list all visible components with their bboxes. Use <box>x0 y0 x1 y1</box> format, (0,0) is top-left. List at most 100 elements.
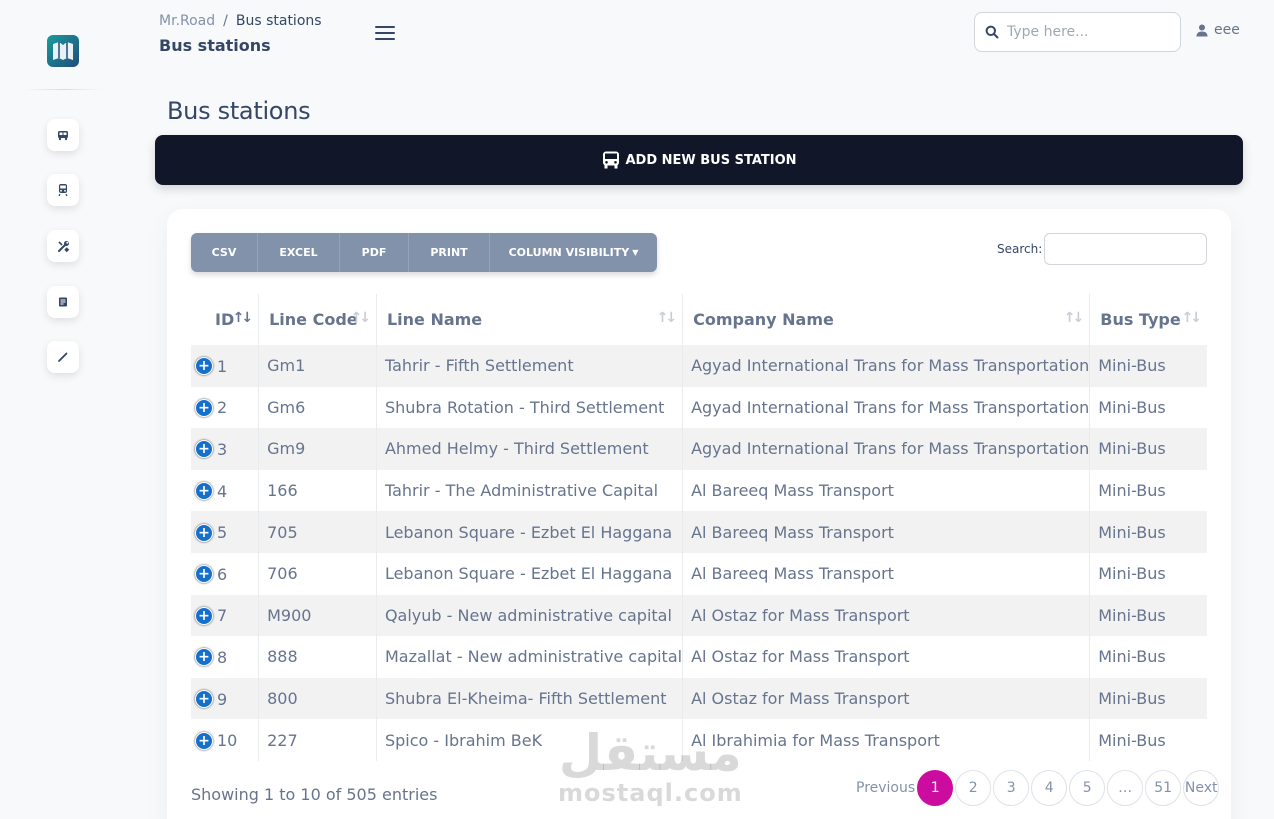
expand-row-icon[interactable]: + <box>195 648 213 667</box>
cell-line-name: Tahrir - The Administrative Capital <box>375 469 683 512</box>
id-text: 7 <box>217 606 228 626</box>
expand-row-icon[interactable]: + <box>195 606 213 625</box>
cell-line-name: Tahrir - Fifth Settlement <box>375 345 683 387</box>
export-button-group: CSV EXCEL PDF PRINT COLUMN VISIBILITY ▼ <box>191 233 657 272</box>
cell-id: +10 <box>191 719 259 761</box>
id-text: 3 <box>217 439 228 459</box>
pdf-button[interactable]: PDF <box>340 233 409 272</box>
sidebar-item-bus[interactable] <box>47 119 79 151</box>
bus-icon <box>603 151 620 169</box>
table-info: Showing 1 to 10 of 505 entries <box>191 785 438 804</box>
cell-company-name: Al Bareeq Mass Transport <box>682 469 1090 512</box>
table-search-label: Search: <box>997 242 1043 256</box>
bus-stations-table: ID ↑↓ Line Code ↑↓ Line Name ↑↓ Company … <box>191 294 1207 761</box>
sort-icon: ↑↓ <box>1063 310 1085 326</box>
expand-row-icon[interactable]: + <box>195 440 213 459</box>
table-search-input[interactable] <box>1044 233 1207 265</box>
pagination: Previous 1 2 3 4 5 … 51 Next <box>856 770 1220 806</box>
sidebar-item-documents[interactable] <box>47 286 79 318</box>
breadcrumb: Mr.Road / Bus stations <box>159 13 322 29</box>
cell-company-name: Al Bareeq Mass Transport <box>682 511 1090 553</box>
sidebar-item-train[interactable] <box>47 174 79 206</box>
expand-row-icon[interactable]: + <box>195 731 213 750</box>
caret-down-icon: ▼ <box>632 248 639 257</box>
cell-id: +1 <box>191 345 259 387</box>
expand-row-icon[interactable]: + <box>195 357 213 376</box>
column-header-line-code[interactable]: Line Code ↑↓ <box>258 294 377 345</box>
cell-id: +3 <box>191 428 259 470</box>
cell-id: +9 <box>191 678 259 720</box>
column-header-company-name[interactable]: Company Name ↑↓ <box>682 294 1090 345</box>
page-button-51[interactable]: 51 <box>1145 770 1182 806</box>
table-row[interactable]: +10 227 Spico - Ibrahim BeK Al Ibrahimia fo… <box>191 719 1207 761</box>
table-row[interactable]: +2 Gm6 Shubra Rotation - Third Settlement A… <box>191 386 1207 429</box>
table-row[interactable]: +3 Gm9 Ahmed Helmy - Third Settlement Agyad… <box>191 428 1207 470</box>
page-button-4[interactable]: 4 <box>1031 770 1068 806</box>
table-row[interactable]: +5 705 Lebanon Square - Ezbet El Haggana Al… <box>191 511 1207 553</box>
column-header-line-name[interactable]: Line Name ↑↓ <box>375 294 683 345</box>
cell-company-name: Al Ostaz for Mass Transport <box>682 636 1090 678</box>
cell-line-code: Gm1 <box>258 345 377 387</box>
table-row[interactable]: +4 166 Tahrir - The Administrative Capital… <box>191 469 1207 512</box>
breadcrumb-separator: / <box>223 13 228 29</box>
app-logo[interactable] <box>47 35 79 67</box>
add-bus-station-button[interactable]: ADD NEW BUS STATION <box>155 135 1243 185</box>
column-visibility-label: COLUMN VISIBILITY <box>508 246 630 259</box>
table-row[interactable]: +1 Gm1 Tahrir - Fifth Settlement Agyad Inte… <box>191 345 1207 387</box>
cell-company-name: Al Ostaz for Mass Transport <box>682 594 1090 637</box>
table-row[interactable]: +7 M900 Qalyub - New administrative capita… <box>191 594 1207 637</box>
breadcrumb-root[interactable]: Mr.Road <box>159 13 216 29</box>
cell-bus-type: Mini-Bus <box>1089 469 1207 512</box>
excel-button[interactable]: EXCEL <box>258 233 340 272</box>
sidebar-divider <box>24 89 102 90</box>
column-header-bus-type[interactable]: Bus Type ↑↓ <box>1089 294 1207 345</box>
expand-row-icon[interactable]: + <box>195 482 213 501</box>
cell-company-name: Agyad International Trans for Mass Trans… <box>682 428 1090 470</box>
cell-id: +7 <box>191 595 259 637</box>
next-page-button[interactable]: Next <box>1183 770 1220 806</box>
navbar-title: Bus stations <box>159 36 271 55</box>
column-header-id[interactable]: ID ↑↓ <box>215 310 253 329</box>
page-button-3[interactable]: 3 <box>993 770 1030 806</box>
table-row[interactable]: +8 888 Mazallat - New administrative capit… <box>191 636 1207 678</box>
id-text: 4 <box>217 481 228 501</box>
menu-toggle-icon[interactable] <box>375 26 395 40</box>
cell-line-name: Ahmed Helmy - Third Settlement <box>375 428 683 470</box>
sort-icon: ↑↓ <box>1181 310 1203 326</box>
expand-row-icon[interactable]: + <box>195 398 213 417</box>
table-body: +1 Gm1 Tahrir - Fifth Settlement Agyad Inte… <box>191 345 1207 761</box>
cell-company-name: Al Bareeq Mass Transport <box>682 552 1090 595</box>
cell-id: +8 <box>191 636 259 678</box>
navbar-search-input[interactable] <box>1007 24 1167 40</box>
expand-row-icon[interactable]: + <box>195 565 213 584</box>
id-text: 6 <box>217 564 228 584</box>
column-visibility-button[interactable]: COLUMN VISIBILITY ▼ <box>490 233 657 272</box>
table-row[interactable]: +9 800 Shubra El-Kheima- Fifth Settlement A… <box>191 677 1207 720</box>
cell-bus-type: Mini-Bus <box>1089 719 1207 761</box>
expand-row-icon[interactable]: + <box>195 690 213 709</box>
page-button-2[interactable]: 2 <box>955 770 992 806</box>
page-button-1[interactable]: 1 <box>917 770 954 806</box>
sidebar-item-tools[interactable] <box>47 230 79 262</box>
cell-line-name: Mazallat - New administrative capital <box>375 636 683 678</box>
cell-bus-type: Mini-Bus <box>1089 552 1207 595</box>
add-bus-station-label: ADD NEW BUS STATION <box>625 152 797 168</box>
cell-line-code: 705 <box>258 511 377 553</box>
page-button-5[interactable]: 5 <box>1069 770 1106 806</box>
breadcrumb-current: Bus stations <box>235 13 322 29</box>
cell-bus-type: Mini-Bus <box>1089 345 1207 387</box>
expand-row-icon[interactable]: + <box>195 523 213 542</box>
tools-icon <box>57 240 69 252</box>
print-button[interactable]: PRINT <box>409 233 490 272</box>
cell-id: +6 <box>191 553 259 595</box>
previous-page-button[interactable]: Previous <box>856 780 916 796</box>
table-row[interactable]: +6 706 Lebanon Square - Ezbet El Haggana Al… <box>191 552 1207 595</box>
navbar-search[interactable] <box>974 12 1181 52</box>
sidebar-item-edit[interactable] <box>47 341 79 373</box>
cell-line-name: Lebanon Square - Ezbet El Haggana <box>375 552 683 595</box>
bus-icon <box>58 131 68 141</box>
id-text: 10 <box>217 731 238 751</box>
csv-button[interactable]: CSV <box>191 233 258 272</box>
user-menu[interactable]: eee <box>1196 22 1240 38</box>
cell-line-code: Gm9 <box>258 428 377 470</box>
